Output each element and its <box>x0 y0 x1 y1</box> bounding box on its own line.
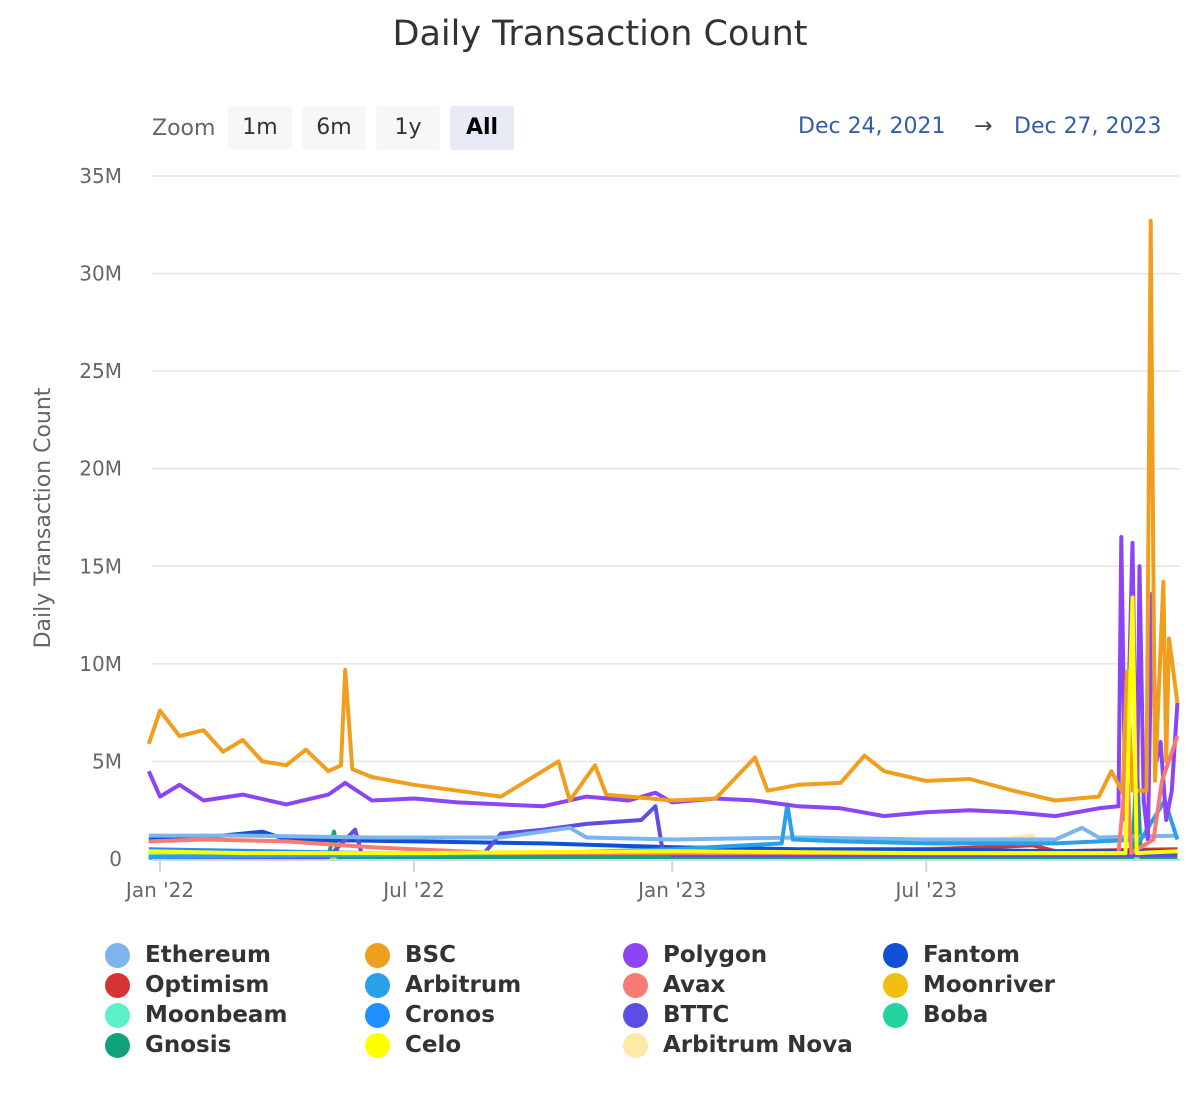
legend-label: Moonriver <box>923 972 1056 998</box>
legend-label: Fantom <box>923 942 1021 968</box>
y-tick-label: 15M <box>79 554 122 578</box>
legend-item-bttc[interactable]: BTTC <box>623 1000 729 1030</box>
legend-item-ethereum[interactable]: Ethereum <box>105 940 271 970</box>
legend-label: Arbitrum <box>405 972 522 998</box>
legend-label: BSC <box>405 942 456 968</box>
x-tick-label: Jan '22 <box>124 878 194 902</box>
series-line-ethereum[interactable] <box>148 825 1178 842</box>
legend-item-moonbeam[interactable]: Moonbeam <box>105 1000 287 1030</box>
legend-item-fantom[interactable]: Fantom <box>883 940 1020 970</box>
zoom-6m-button[interactable]: 6m <box>302 106 366 150</box>
range-from-input[interactable]: Dec 24, 2021 <box>798 114 946 139</box>
legend-item-bsc[interactable]: BSC <box>365 940 456 970</box>
legend-dot-icon <box>623 1032 648 1058</box>
legend-dot-icon <box>623 942 648 968</box>
zoom-label: Zoom <box>152 116 216 141</box>
legend-label: Cronos <box>405 1002 495 1028</box>
legend-label: Arbitrum Nova <box>663 1032 853 1058</box>
legend-dot-icon <box>365 1032 390 1058</box>
legend-label: BTTC <box>663 1002 730 1028</box>
y-tick-label: 25M <box>79 359 122 383</box>
legend-item-arbitrum[interactable]: Arbitrum <box>365 970 521 1000</box>
y-axis-label: Daily Transaction Count <box>31 387 56 648</box>
series-line-celo[interactable] <box>148 595 1178 856</box>
legend-label: Optimism <box>145 972 270 998</box>
range-to-input[interactable]: Dec 27, 2023 <box>1014 114 1162 139</box>
series-line-bsc[interactable] <box>146 218 1180 803</box>
series-line-polygon[interactable] <box>146 535 1180 842</box>
legend-item-cronos[interactable]: Cronos <box>365 1000 495 1030</box>
legend-dot-icon <box>883 942 908 968</box>
legend-dot-icon <box>365 972 390 998</box>
zoom-1m-button[interactable]: 1m <box>228 106 292 150</box>
legend-item-celo[interactable]: Celo <box>365 1030 461 1060</box>
legend-item-polygon[interactable]: Polygon <box>623 940 767 970</box>
legend-label: Boba <box>923 1002 989 1028</box>
y-tick-label: 35M <box>79 164 122 188</box>
legend-dot-icon <box>883 1002 908 1028</box>
y-tick-label: 10M <box>79 652 122 676</box>
legend-item-boba[interactable]: Boba <box>883 1000 988 1030</box>
legend-label: Moonbeam <box>145 1002 288 1028</box>
y-tick-label: 5M <box>92 749 122 773</box>
plot-area: 0 5M 10M 15M 20M 25M 30M 35M Jan '22 Jul '22 Jan '… <box>31 164 1180 902</box>
series-line-arbitrum[interactable] <box>148 798 1180 859</box>
range-arrow: → <box>974 114 993 139</box>
legend-dot-icon <box>105 1032 130 1058</box>
legend-label: Avax <box>663 972 726 998</box>
legend-dot-icon <box>365 1002 390 1028</box>
x-tick-label: Jul '22 <box>381 878 444 902</box>
legend-item-arbitrum-nova[interactable]: Arbitrum Nova <box>623 1030 853 1060</box>
x-tick-label: Jul '23 <box>893 878 956 902</box>
legend-dot-icon <box>105 942 130 968</box>
legend-label: Ethereum <box>145 942 271 968</box>
y-tick-label: 0 <box>109 847 122 871</box>
legend-dot-icon <box>365 942 390 968</box>
x-tick-label: Jan '23 <box>636 878 706 902</box>
legend-dot-icon <box>105 972 130 998</box>
legend-item-optimism[interactable]: Optimism <box>105 970 269 1000</box>
y-tick-label: 20M <box>79 457 122 481</box>
legend-item-gnosis[interactable]: Gnosis <box>105 1030 231 1060</box>
legend-dot-icon <box>105 1002 130 1028</box>
legend-item-moonriver[interactable]: Moonriver <box>883 970 1055 1000</box>
zoom-all-button[interactable]: All <box>450 106 514 150</box>
legend-label: Celo <box>405 1032 462 1058</box>
legend-dot-icon <box>623 972 648 998</box>
chart-title: Daily Transaction Count <box>392 14 808 54</box>
y-tick-label: 30M <box>79 262 122 286</box>
legend-label: Polygon <box>663 942 768 968</box>
legend-item-avax[interactable]: Avax <box>623 970 725 1000</box>
zoom-1y-button[interactable]: 1y <box>376 106 440 150</box>
legend-dot-icon <box>883 972 908 998</box>
legend-label: Gnosis <box>145 1032 232 1058</box>
legend-dot-icon <box>623 1002 648 1028</box>
